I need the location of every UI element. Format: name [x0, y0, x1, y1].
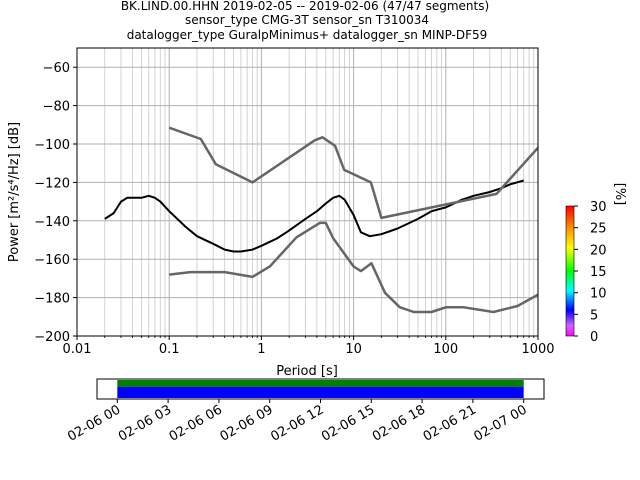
timeline-tick-label: 02-06 15 — [319, 402, 377, 444]
series-lines — [104, 126, 538, 314]
series-mean-line — [104, 179, 524, 253]
timeline-tick-label: 02-06 12 — [268, 402, 326, 444]
timeline-coverage-top — [117, 380, 524, 387]
x-axis-label: Period [s] — [276, 364, 338, 379]
y-tick-label: −60 — [43, 61, 70, 76]
colorbar-gradient — [565, 205, 575, 337]
x-tick-label: 0.01 — [63, 342, 92, 357]
plot-frame — [76, 47, 539, 337]
colorbar-tick-label: 30 — [590, 200, 607, 215]
colorbar-tick-label: 20 — [590, 243, 607, 258]
colorbar-tick-label: 15 — [590, 265, 607, 280]
y-tick-label: −80 — [43, 100, 70, 115]
y-tick-label: −200 — [34, 330, 70, 345]
timeline-tick-label: 02-06 06 — [167, 402, 225, 444]
y-ticks: −200 −180 −160 −140 −120 −100 −80 −60 — [34, 61, 77, 345]
y-tick-label: −180 — [34, 292, 70, 307]
y-tick-label: −140 — [34, 215, 70, 230]
timeline-tick-label: 02-06 00 — [65, 402, 123, 444]
x-tick-label: 1000 — [521, 342, 554, 357]
timeline-tick-label: 02-06 18 — [370, 402, 428, 444]
x-tick-label: 1 — [257, 342, 265, 357]
timeline-tick-label: 02-06 03 — [116, 402, 174, 444]
colorbar: 0 5 10 15 20 25 30 [%] — [565, 183, 627, 345]
colorbar-tick-label: 25 — [590, 222, 607, 237]
x-tick-label: 100 — [433, 342, 458, 357]
chart-title-line-1: BK.LIND.00.HHN 2019-02-05 -- 2019-02-06 … — [121, 0, 489, 13]
series-nlnm-line — [169, 221, 538, 314]
y-tick-label: −120 — [34, 176, 70, 191]
chart-title-line-2: sensor_type CMG-3T sensor_sn T310034 — [185, 13, 429, 27]
timeline-coverage-bottom — [117, 387, 524, 398]
colorbar-tick-label: 10 — [590, 287, 607, 302]
colorbar-label: [%] — [612, 183, 627, 206]
colorbar-tick-label: 5 — [590, 308, 598, 323]
colorbar-tick-label: 0 — [590, 330, 598, 345]
timeline-tick-label: 02-06 21 — [421, 402, 479, 444]
y-tick-label: −100 — [34, 138, 70, 153]
plot-background — [77, 48, 538, 336]
chart-title-line-3: datalogger_type GuralpMinimus+ datalogge… — [127, 28, 488, 42]
colorbar-ticks: 0 5 10 15 20 25 30 — [574, 200, 607, 345]
y-tick-label: −160 — [34, 253, 70, 268]
x-ticks: 0.01 0.1 1 10 100 1000 — [63, 336, 555, 357]
timeline-tick-label: 02-06 09 — [218, 402, 276, 444]
psd-plot: 0.01 0.1 1 10 100 1000 −200 −180 −160 −140 −120 −1… — [7, 47, 555, 379]
x-tick-label: 10 — [345, 342, 362, 357]
timeline-tick-label: 02-07 00 — [472, 402, 530, 444]
series-nhnm-line — [168, 126, 538, 220]
x-tick-label: 0.1 — [159, 342, 180, 357]
y-axis-label: Power [m²/s⁴/Hz] [dB] — [7, 122, 22, 262]
